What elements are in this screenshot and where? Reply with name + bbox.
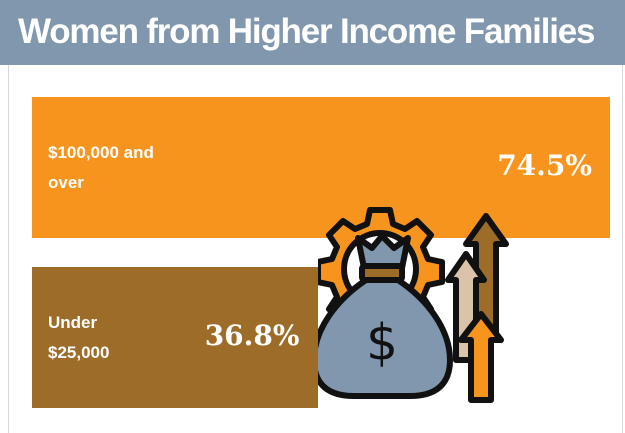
- category-label: Under $25,000: [48, 312, 110, 362]
- frame-edge: [622, 65, 623, 433]
- category-label: $100,000 and over: [48, 142, 154, 192]
- value-label: 74.5%: [497, 148, 592, 182]
- frame-edge: [8, 65, 9, 433]
- chart-title: Women from Higher Income Families: [18, 12, 595, 51]
- title-bar: Women from Higher Income Families: [0, 0, 625, 65]
- bar: Under $25,000 36.8%: [32, 267, 318, 408]
- bar: $100,000 and over 74.5%: [32, 97, 610, 238]
- money-icon: $: [318, 207, 509, 403]
- value-label: 36.8%: [204, 318, 300, 352]
- svg-text:$: $: [366, 314, 398, 372]
